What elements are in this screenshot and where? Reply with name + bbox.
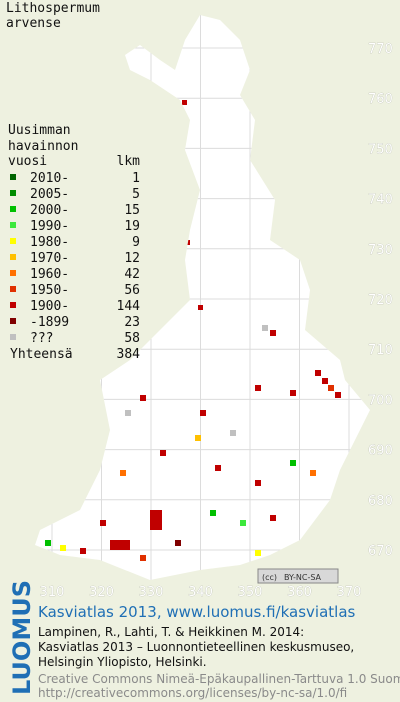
- y-tick-label: 770: [368, 42, 393, 57]
- legend-swatch: [10, 222, 16, 228]
- legend-label: 2000-: [30, 203, 69, 218]
- legend-swatch: [10, 286, 16, 292]
- legend-count: 19: [124, 219, 140, 234]
- legend-column: lkm: [117, 154, 141, 169]
- legend-swatch: [10, 318, 16, 324]
- logo: LUOMUS: [8, 580, 36, 695]
- legend-label: 1980-: [30, 235, 69, 250]
- license: http://creativecommons.org/licenses/by-n…: [38, 686, 347, 700]
- legend-label: 1970-: [30, 251, 69, 266]
- y-tick-label: 730: [368, 243, 393, 258]
- legend-total-label: Yhteensä: [10, 347, 73, 362]
- title: arvense: [6, 16, 61, 31]
- legend-label: 2005-: [30, 187, 69, 202]
- legend-label: 1990-: [30, 219, 69, 234]
- title: Lithospermum: [6, 1, 100, 16]
- legend-count: 58: [124, 331, 140, 346]
- legend: 2010- 1 2005- 5 2000- 15 1990- 19 1980- 9 1970- 12 1…: [10, 171, 140, 362]
- legend-label: 1950-: [30, 283, 69, 298]
- x-tick-label: 370: [337, 585, 362, 600]
- legend-swatch: [10, 270, 16, 276]
- observations: [45, 100, 341, 561]
- legend-label: 1900-: [30, 299, 69, 314]
- x-tick-label: 340: [188, 585, 213, 600]
- citation: Lampinen, R., Lahti, T. & Heikkinen M. 2…: [38, 625, 304, 639]
- y-tick-label: 760: [368, 92, 393, 107]
- legend-heading: Uusimman: [8, 123, 71, 138]
- x-tick-label: 330: [139, 585, 164, 600]
- legend-label: 1960-: [30, 267, 69, 282]
- link[interactable]: Kasviatlas 2013, www.luomus.fi/kasviatla…: [38, 603, 356, 621]
- license-badge-cc: (cc): [262, 573, 277, 582]
- citation: Kasviatlas 2013 – Luonnontieteellinen ke…: [38, 640, 354, 654]
- license: Creative Commons Nimeä-Epäkaupallinen-Ta…: [38, 672, 400, 686]
- legend-column: vuosi: [8, 154, 47, 169]
- legend-label: ???: [30, 331, 53, 346]
- legend-swatch: [10, 174, 16, 180]
- legend-total: 384: [117, 347, 141, 362]
- y-tick-label: 670: [368, 544, 393, 559]
- y-tick-label: 700: [368, 393, 393, 408]
- x-tick-label: 350: [238, 585, 263, 600]
- legend-count: 5: [132, 187, 140, 202]
- legend-swatch: [10, 238, 16, 244]
- legend-count: 9: [132, 235, 140, 250]
- license-badge-text: BY-NC-SA: [284, 573, 322, 582]
- legend-swatch: [10, 190, 16, 196]
- legend-label: 2010-: [30, 171, 69, 186]
- legend-swatch: [10, 206, 16, 212]
- legend-count: 15: [124, 203, 140, 218]
- legend-swatch: [10, 334, 16, 340]
- axes: 770 760 750 740 730 720 710 700 690 680 670 310 320 3…: [39, 42, 393, 601]
- legend-count: 42: [124, 267, 140, 282]
- citation: Helsingin Yliopisto, Helsinki.: [38, 655, 207, 669]
- y-tick-label: 750: [368, 142, 393, 157]
- y-tick-label: 690: [368, 444, 393, 459]
- legend-swatch: [10, 302, 16, 308]
- legend-count: 144: [117, 299, 141, 314]
- legend-swatch: [10, 254, 16, 260]
- y-tick-label: 680: [368, 494, 393, 509]
- y-tick-label: 740: [368, 193, 393, 208]
- country-outline: [35, 15, 370, 580]
- license-badge: [257, 568, 339, 584]
- legend-heading: havainnon: [8, 139, 78, 154]
- legend-count: 1: [132, 171, 140, 186]
- legend-count: 23: [124, 315, 140, 330]
- legend-label: -1899: [30, 315, 69, 330]
- y-tick-label: 720: [368, 293, 393, 308]
- x-tick-label: 320: [89, 585, 114, 600]
- x-tick-label: 360: [287, 585, 312, 600]
- x-tick-label: 310: [40, 585, 65, 600]
- legend-count: 12: [124, 251, 140, 266]
- y-tick-label: 710: [368, 343, 393, 358]
- legend-count: 56: [124, 283, 140, 298]
